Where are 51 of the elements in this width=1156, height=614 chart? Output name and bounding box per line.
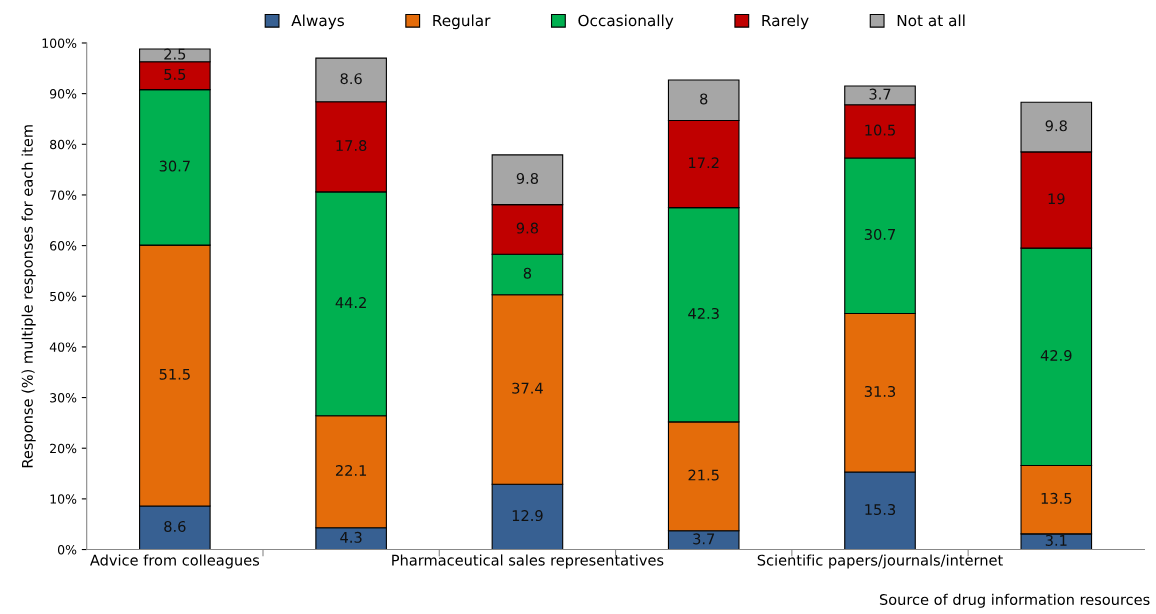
- y-tick-label: 90%: [49, 89, 77, 99]
- data-label: 4.3: [340, 531, 362, 543]
- data-label: 5.5: [164, 69, 186, 80]
- data-label: 10.5: [865, 124, 895, 136]
- legend-label: Not at all: [897, 14, 965, 27]
- data-label: 8.6: [340, 73, 362, 85]
- y-tick-label: 70%: [50, 190, 77, 200]
- data-label: 44.2: [335, 297, 366, 308]
- data-label: 9.8: [516, 222, 539, 234]
- data-label: 19: [1048, 193, 1065, 205]
- y-tick-label: 80%: [50, 139, 77, 150]
- data-label: 15.3: [865, 503, 896, 516]
- x-tick-label: Advice from colleagues: [90, 554, 260, 569]
- data-label: 17.8: [336, 140, 367, 152]
- data-label: 30.7: [864, 228, 895, 240]
- data-label: 12.9: [512, 510, 543, 522]
- data-label: 3.1: [1045, 534, 1067, 546]
- data-label: 8: [700, 93, 708, 105]
- data-label: 2.5: [164, 48, 186, 60]
- data-label: 37.4: [512, 382, 543, 394]
- data-label: 8: [523, 267, 532, 279]
- y-tick-label: 40%: [49, 342, 77, 352]
- x-tick-label: Pharmaceutical sales representatives: [392, 554, 664, 569]
- data-label: 3.7: [693, 533, 715, 545]
- data-label: 9.8: [516, 172, 539, 184]
- data-label: 42.3: [688, 307, 719, 319]
- y-tick-label: 50%: [50, 291, 77, 302]
- legend-label: Occasionally: [578, 14, 674, 30]
- data-label: 42.9: [1040, 349, 1072, 362]
- data-label: 13.5: [1041, 492, 1072, 504]
- data-label: 51.5: [159, 368, 190, 380]
- data-label: 3.7: [869, 88, 891, 100]
- data-label: 8.6: [164, 520, 186, 532]
- y-tick-label: 10%: [50, 494, 77, 504]
- data-label: 17.2: [689, 157, 719, 169]
- x-axis-title: Source of drug information resources: [879, 593, 1150, 608]
- y-tick-label: 0%: [57, 545, 77, 555]
- data-label: 31.3: [864, 385, 896, 397]
- y-tick-label: 60%: [50, 241, 77, 251]
- x-tick-label: Scientific papers/journals/internet: [757, 554, 1003, 569]
- y-tick-label: 100%: [42, 38, 77, 48]
- data-label: 9.8: [1045, 120, 1067, 132]
- data-label: 21.5: [688, 469, 719, 481]
- data-label: 22.1: [335, 464, 367, 476]
- legend-label: Regular: [433, 14, 491, 30]
- y-axis-title: Response (%) multiple responses for each item: [21, 125, 36, 468]
- data-label: 30.7: [159, 160, 190, 172]
- legend-label: Rarely: [762, 14, 809, 30]
- y-tick-label: 20%: [50, 443, 77, 454]
- legend-label: Always: [291, 14, 344, 30]
- y-tick-label: 30%: [50, 393, 77, 403]
